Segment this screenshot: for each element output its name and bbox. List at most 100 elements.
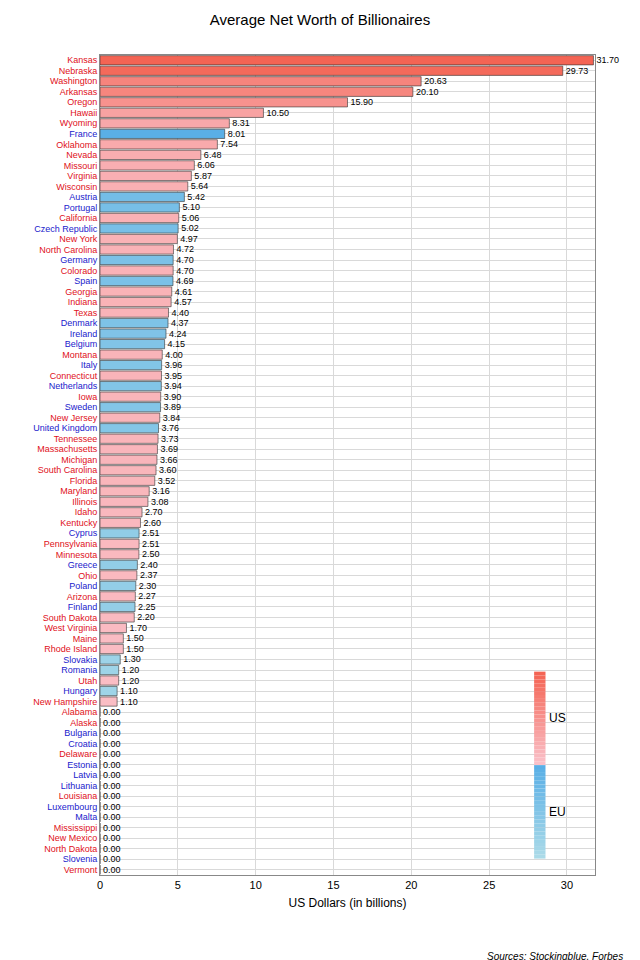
- svg-text:5: 5: [175, 879, 181, 891]
- svg-text:10.50: 10.50: [266, 108, 289, 118]
- svg-text:Kentucky: Kentucky: [60, 518, 98, 528]
- svg-text:4.37: 4.37: [171, 318, 189, 328]
- svg-text:8.01: 8.01: [228, 129, 246, 139]
- svg-text:Bulgaria: Bulgaria: [64, 728, 97, 738]
- svg-text:0.00: 0.00: [103, 728, 121, 738]
- svg-text:4.69: 4.69: [176, 276, 194, 286]
- svg-text:2.60: 2.60: [143, 518, 161, 528]
- svg-text:Rhode Island: Rhode Island: [44, 644, 97, 654]
- svg-text:South Carolina: South Carolina: [38, 465, 98, 475]
- svg-text:4.57: 4.57: [174, 297, 192, 307]
- svg-text:31.70: 31.70: [596, 55, 619, 65]
- svg-text:2.50: 2.50: [142, 549, 160, 559]
- svg-text:Croatia: Croatia: [68, 739, 97, 749]
- svg-text:3.16: 3.16: [152, 486, 170, 496]
- svg-text:US: US: [549, 711, 566, 725]
- svg-text:0.00: 0.00: [103, 812, 121, 822]
- svg-text:20.10: 20.10: [416, 87, 439, 97]
- svg-text:5.64: 5.64: [191, 181, 209, 191]
- svg-text:Lithuania: Lithuania: [61, 781, 98, 791]
- svg-text:8.31: 8.31: [232, 118, 250, 128]
- svg-text:4.15: 4.15: [168, 339, 186, 349]
- svg-text:Kansas: Kansas: [67, 55, 98, 65]
- svg-text:5.02: 5.02: [181, 223, 199, 233]
- svg-text:Ohio: Ohio: [78, 571, 97, 581]
- svg-text:0.00: 0.00: [103, 781, 121, 791]
- svg-text:California: California: [59, 213, 97, 223]
- svg-text:0.00: 0.00: [103, 844, 121, 854]
- svg-text:Sweden: Sweden: [65, 402, 98, 412]
- svg-text:France: France: [69, 129, 97, 139]
- svg-text:20: 20: [405, 879, 417, 891]
- svg-text:EU: EU: [549, 805, 566, 819]
- svg-text:Sources: Stockingblue, Forbes: Sources: Stockingblue, Forbes: [487, 951, 623, 960]
- svg-text:Poland: Poland: [69, 581, 97, 591]
- svg-text:5.10: 5.10: [182, 202, 200, 212]
- svg-text:Tennessee: Tennessee: [54, 434, 98, 444]
- svg-text:Oklahoma: Oklahoma: [56, 140, 97, 150]
- svg-text:Louisiana: Louisiana: [59, 791, 98, 801]
- svg-text:4.61: 4.61: [175, 287, 193, 297]
- svg-text:5.42: 5.42: [187, 192, 205, 202]
- svg-text:2.25: 2.25: [138, 602, 156, 612]
- svg-text:Estonia: Estonia: [67, 760, 97, 770]
- svg-text:Slovakia: Slovakia: [63, 655, 97, 665]
- svg-text:25: 25: [483, 879, 495, 891]
- svg-text:2.30: 2.30: [139, 581, 157, 591]
- svg-text:3.69: 3.69: [160, 444, 178, 454]
- svg-text:Greece: Greece: [68, 560, 98, 570]
- svg-text:New Mexico: New Mexico: [48, 833, 97, 843]
- svg-text:7.54: 7.54: [220, 139, 238, 149]
- svg-text:2.51: 2.51: [142, 528, 160, 538]
- svg-text:2.37: 2.37: [140, 570, 158, 580]
- svg-text:2.40: 2.40: [140, 560, 158, 570]
- svg-text:6.06: 6.06: [197, 160, 215, 170]
- svg-text:Latvia: Latvia: [73, 770, 97, 780]
- svg-text:Nebraska: Nebraska: [59, 66, 98, 76]
- svg-text:4.00: 4.00: [165, 350, 183, 360]
- svg-text:Georgia: Georgia: [65, 287, 97, 297]
- svg-text:Maine: Maine: [73, 634, 98, 644]
- svg-text:1.50: 1.50: [126, 644, 144, 654]
- svg-text:0.00: 0.00: [103, 802, 121, 812]
- svg-text:Hungary: Hungary: [63, 686, 98, 696]
- svg-text:Slovenia: Slovenia: [63, 854, 98, 864]
- svg-text:0.00: 0.00: [103, 823, 121, 833]
- svg-text:3.73: 3.73: [161, 434, 179, 444]
- svg-text:Wisconsin: Wisconsin: [56, 182, 97, 192]
- svg-text:1.70: 1.70: [129, 623, 147, 633]
- svg-text:Texas: Texas: [74, 308, 98, 318]
- svg-text:3.84: 3.84: [163, 413, 181, 423]
- svg-text:Average Net Worth of Billionai: Average Net Worth of Billionaires: [210, 11, 430, 28]
- svg-text:Arizona: Arizona: [67, 592, 98, 602]
- svg-text:4.70: 4.70: [176, 266, 194, 276]
- svg-text:US Dollars (in billions): US Dollars (in billions): [288, 896, 406, 910]
- svg-text:Ireland: Ireland: [70, 329, 98, 339]
- svg-text:3.94: 3.94: [164, 381, 182, 391]
- svg-text:5.06: 5.06: [182, 213, 200, 223]
- svg-text:Minnesota: Minnesota: [56, 550, 98, 560]
- svg-text:2.27: 2.27: [138, 591, 156, 601]
- svg-text:North Dakota: North Dakota: [44, 844, 97, 854]
- svg-text:Pennsylvania: Pennsylvania: [44, 539, 98, 549]
- svg-text:Maryland: Maryland: [60, 486, 97, 496]
- svg-text:Netherlands: Netherlands: [49, 381, 98, 391]
- svg-text:4.40: 4.40: [171, 308, 189, 318]
- svg-text:10: 10: [250, 879, 262, 891]
- svg-text:1.30: 1.30: [123, 654, 141, 664]
- svg-text:0.00: 0.00: [103, 770, 121, 780]
- svg-text:2.20: 2.20: [137, 612, 155, 622]
- svg-text:Romania: Romania: [61, 665, 97, 675]
- svg-text:0.00: 0.00: [103, 707, 121, 717]
- svg-text:3.89: 3.89: [164, 402, 182, 412]
- svg-text:15: 15: [327, 879, 339, 891]
- svg-text:3.66: 3.66: [160, 455, 178, 465]
- svg-text:Malta: Malta: [75, 812, 97, 822]
- svg-text:3.95: 3.95: [164, 371, 182, 381]
- svg-text:Spain: Spain: [74, 276, 97, 286]
- svg-text:Iowa: Iowa: [78, 392, 97, 402]
- svg-text:Czech Republic: Czech Republic: [34, 224, 98, 234]
- svg-text:0.00: 0.00: [103, 739, 121, 749]
- svg-text:6.48: 6.48: [204, 150, 222, 160]
- svg-text:Delaware: Delaware: [59, 749, 97, 759]
